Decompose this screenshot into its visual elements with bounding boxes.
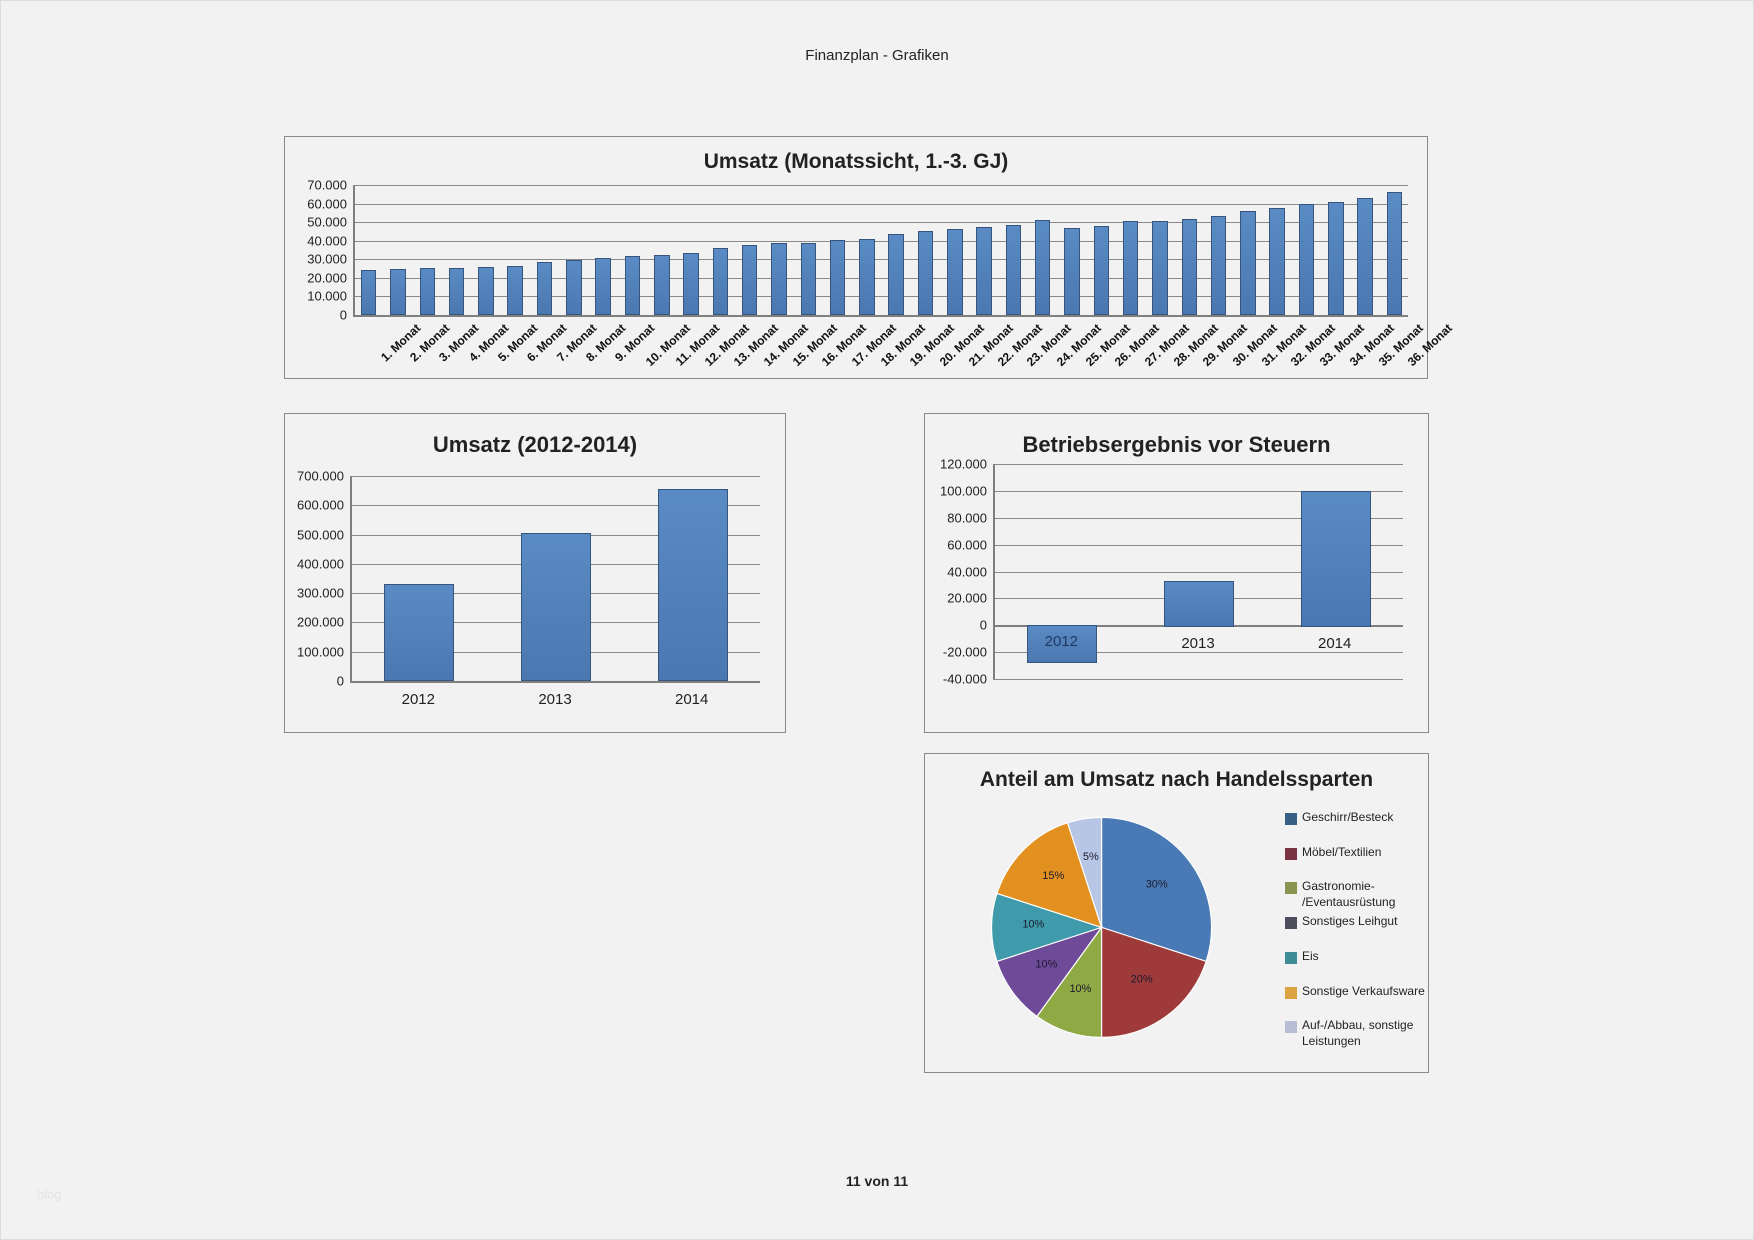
svg-text:5%: 5%: [1083, 851, 1099, 863]
svg-text:15%: 15%: [1042, 870, 1064, 882]
svg-text:10%: 10%: [1035, 958, 1057, 970]
svg-text:10%: 10%: [1069, 983, 1091, 995]
svg-text:20%: 20%: [1131, 974, 1153, 986]
svg-text:30%: 30%: [1146, 878, 1168, 890]
svg-text:10%: 10%: [1022, 918, 1044, 930]
